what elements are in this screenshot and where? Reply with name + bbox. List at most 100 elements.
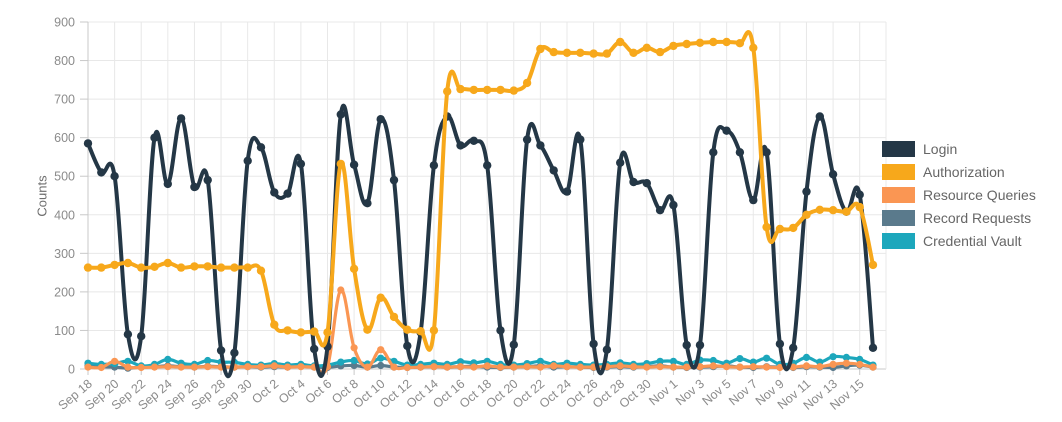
data-point xyxy=(763,363,771,371)
data-point xyxy=(190,182,199,192)
data-point xyxy=(815,205,824,214)
data-point xyxy=(642,43,651,52)
data-point xyxy=(429,161,439,170)
data-point xyxy=(735,148,745,157)
data-point xyxy=(163,179,172,189)
y-grid: 0 100 200 300 400 500 600 700 800 900 xyxy=(54,16,886,377)
data-point xyxy=(83,263,93,272)
data-point xyxy=(363,325,372,334)
legend-item-resource-queries[interactable]: Resource Queries xyxy=(882,187,1036,203)
data-point xyxy=(110,260,119,270)
data-point xyxy=(443,87,452,96)
data-point xyxy=(230,263,239,272)
data-point xyxy=(456,363,465,371)
data-point xyxy=(376,115,385,124)
y-tick-label: 600 xyxy=(54,131,75,145)
legend-item-record-requests[interactable]: Record Requests xyxy=(882,210,1036,226)
y-tick-label: 400 xyxy=(54,208,75,222)
data-point xyxy=(416,327,425,336)
data-point xyxy=(695,38,705,47)
data-point xyxy=(97,168,106,177)
data-point xyxy=(842,359,851,367)
data-point xyxy=(829,360,837,368)
data-point xyxy=(762,148,771,157)
data-point xyxy=(244,363,252,371)
data-point xyxy=(855,202,864,212)
data-point xyxy=(376,293,385,302)
data-point xyxy=(736,355,744,363)
data-point xyxy=(695,340,705,350)
legend-label: Credential Vault xyxy=(923,233,1022,249)
data-point xyxy=(842,353,851,361)
legend-swatch xyxy=(882,141,915,157)
data-point xyxy=(483,161,492,170)
data-point xyxy=(523,363,531,371)
legend-label: Login xyxy=(923,141,958,157)
data-point xyxy=(323,328,332,337)
x-tick-label: Nov 7 xyxy=(726,377,760,409)
data-point xyxy=(656,357,664,365)
data-point xyxy=(709,148,718,157)
chart-legend: Login Authorization Resource Queries Record… xyxy=(882,141,1036,256)
data-point xyxy=(243,156,252,165)
data-point xyxy=(655,47,665,57)
data-point xyxy=(709,37,718,47)
data-point xyxy=(868,343,878,352)
data-point xyxy=(243,263,252,272)
legend-item-credential-vault[interactable]: Credential Vault xyxy=(882,233,1036,249)
data-point xyxy=(722,126,731,135)
data-point xyxy=(163,258,172,268)
legend-item-authorization[interactable]: Authorization xyxy=(882,164,1036,180)
series-resource-queries xyxy=(84,286,877,375)
data-point xyxy=(137,332,146,341)
data-point xyxy=(137,363,145,372)
data-point xyxy=(669,357,678,365)
data-point xyxy=(124,357,132,365)
data-point xyxy=(124,363,132,371)
data-point xyxy=(296,159,306,169)
data-point xyxy=(589,339,598,349)
data-point xyxy=(749,195,758,205)
data-point xyxy=(536,363,545,371)
data-point xyxy=(456,84,465,94)
y-tick-label: 0 xyxy=(68,363,75,377)
data-point xyxy=(403,341,412,351)
data-point xyxy=(802,362,811,370)
legend-label: Resource Queries xyxy=(923,187,1036,203)
data-point xyxy=(470,363,478,371)
data-point xyxy=(776,363,784,372)
y-axis-title: Counts xyxy=(34,175,50,217)
x-tick-label: Oct 2 xyxy=(249,377,281,407)
data-point xyxy=(203,175,212,185)
data-point xyxy=(230,348,239,357)
data-point xyxy=(655,206,665,215)
data-point xyxy=(429,326,439,335)
data-point xyxy=(855,190,864,199)
data-point xyxy=(589,49,598,58)
data-point xyxy=(284,363,292,371)
data-point xyxy=(456,141,465,150)
legend-item-login[interactable]: Login xyxy=(882,141,1036,157)
data-point xyxy=(496,85,505,95)
data-point xyxy=(683,363,691,371)
data-point xyxy=(337,286,345,294)
data-point xyxy=(696,363,704,371)
data-point xyxy=(802,187,811,196)
data-point xyxy=(629,177,638,187)
data-point xyxy=(616,362,624,370)
data-point xyxy=(377,354,385,362)
data-point xyxy=(337,358,345,366)
data-point xyxy=(562,187,572,196)
data-point xyxy=(177,363,185,371)
data-point xyxy=(496,363,505,371)
data-point xyxy=(789,223,798,233)
data-point xyxy=(176,114,186,123)
data-point xyxy=(430,363,438,371)
data-point xyxy=(349,160,359,169)
data-point xyxy=(549,47,558,57)
data-point xyxy=(257,363,265,371)
x-tick-label: Oct 6 xyxy=(303,377,335,407)
data-point xyxy=(256,266,266,275)
data-point xyxy=(828,170,838,179)
